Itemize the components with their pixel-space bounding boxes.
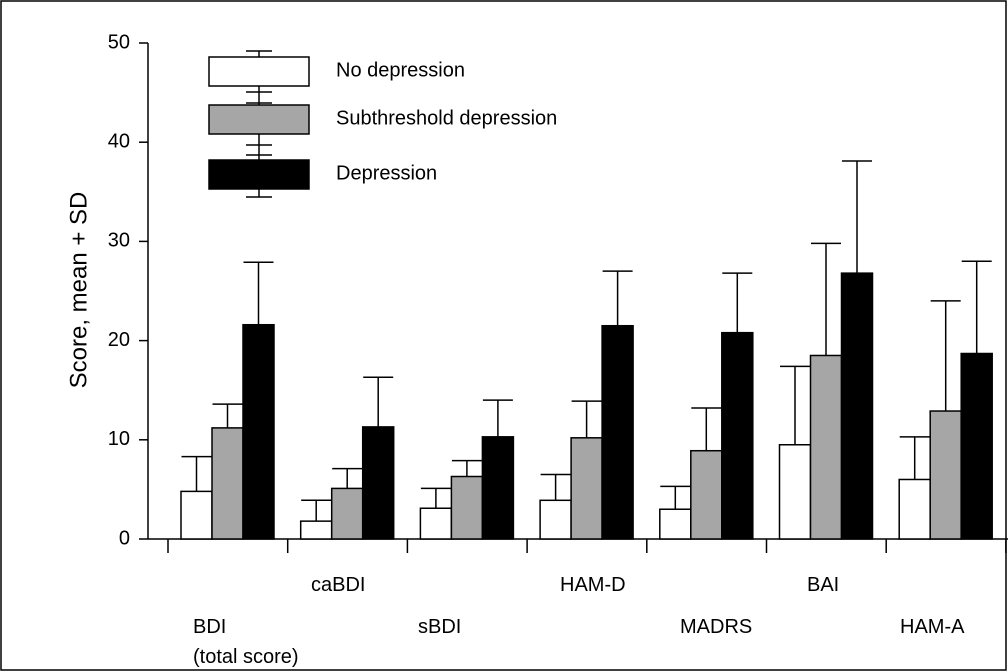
legend-swatch — [208, 104, 310, 135]
x-tick-label: BAI — [807, 574, 840, 596]
bar — [929, 410, 962, 540]
legend-swatch — [208, 159, 310, 190]
bar — [481, 436, 515, 540]
x-tick-label: MADRS — [680, 616, 753, 638]
legend-swatch — [208, 56, 310, 87]
bar — [898, 478, 931, 540]
x-tick-label: HAM-A — [900, 616, 965, 638]
bar — [570, 437, 603, 540]
bar — [419, 507, 453, 540]
bar — [242, 323, 275, 540]
x-tick-label: BDI (total score) — [193, 616, 299, 668]
y-tick-label: 20 — [108, 329, 130, 351]
y-tick-label: 40 — [108, 130, 130, 152]
y-tick-label: 10 — [108, 428, 130, 450]
bar — [330, 487, 364, 540]
bar — [299, 520, 333, 540]
legend-label: Depression — [336, 162, 437, 184]
bar — [211, 427, 244, 540]
bar — [721, 331, 754, 540]
bar — [659, 508, 692, 540]
legend-label: No depression — [336, 59, 465, 81]
x-tick-label: caBDI — [311, 574, 366, 596]
bar — [960, 352, 993, 540]
bar — [840, 272, 874, 540]
y-tick-label: 50 — [108, 31, 130, 53]
y-axis-title: Score, mean + SD — [65, 192, 92, 389]
bar — [539, 499, 572, 540]
bar — [809, 354, 843, 540]
bar — [778, 444, 812, 540]
bar — [690, 449, 723, 540]
bar — [601, 324, 634, 540]
y-tick-label: 0 — [119, 527, 130, 549]
legend-label: Subthreshold depression — [336, 107, 557, 129]
x-tick-label: HAM-D — [560, 574, 626, 596]
y-tick-label: 30 — [108, 230, 130, 252]
bar — [450, 475, 484, 540]
bar — [180, 490, 213, 540]
x-tick-label: sBDI — [418, 616, 462, 638]
bar — [361, 426, 395, 540]
